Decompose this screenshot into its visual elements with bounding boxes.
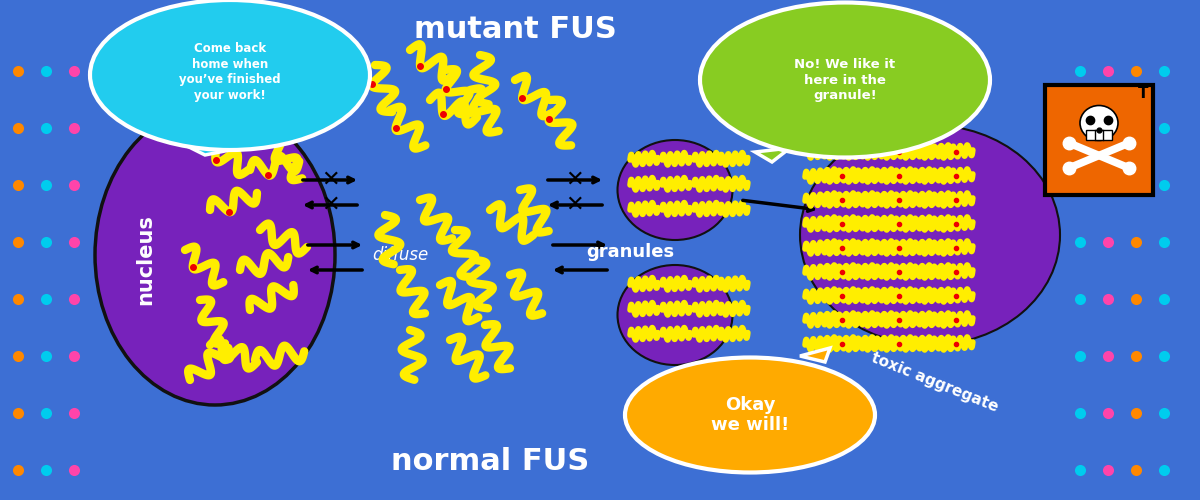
Ellipse shape <box>618 140 732 240</box>
Ellipse shape <box>700 2 990 158</box>
Text: granules: granules <box>586 243 674 261</box>
Ellipse shape <box>800 125 1060 345</box>
Ellipse shape <box>1080 106 1118 140</box>
Ellipse shape <box>90 0 370 150</box>
FancyBboxPatch shape <box>1045 85 1153 195</box>
Text: Okay
we will!: Okay we will! <box>710 396 790 434</box>
Text: Come back
home when
you’ve finished
your work!: Come back home when you’ve finished your… <box>179 42 281 102</box>
FancyBboxPatch shape <box>1086 130 1112 140</box>
Text: ✕: ✕ <box>565 170 584 190</box>
Text: ✕: ✕ <box>565 195 584 215</box>
Text: diffuse: diffuse <box>372 246 428 264</box>
Text: No! We like it
here in the
granule!: No! We like it here in the granule! <box>794 58 895 102</box>
Ellipse shape <box>625 358 875 472</box>
Text: nucleus: nucleus <box>134 214 155 306</box>
Text: ✕: ✕ <box>320 170 340 190</box>
Text: ✕: ✕ <box>320 195 340 215</box>
Text: T: T <box>1138 86 1148 100</box>
Text: toxic aggregate: toxic aggregate <box>869 350 1001 414</box>
Text: mutant FUS: mutant FUS <box>414 16 617 44</box>
Text: normal FUS: normal FUS <box>391 448 589 476</box>
Ellipse shape <box>95 105 335 405</box>
Polygon shape <box>800 348 830 362</box>
Polygon shape <box>185 145 240 155</box>
Polygon shape <box>755 148 790 162</box>
Ellipse shape <box>618 265 732 365</box>
